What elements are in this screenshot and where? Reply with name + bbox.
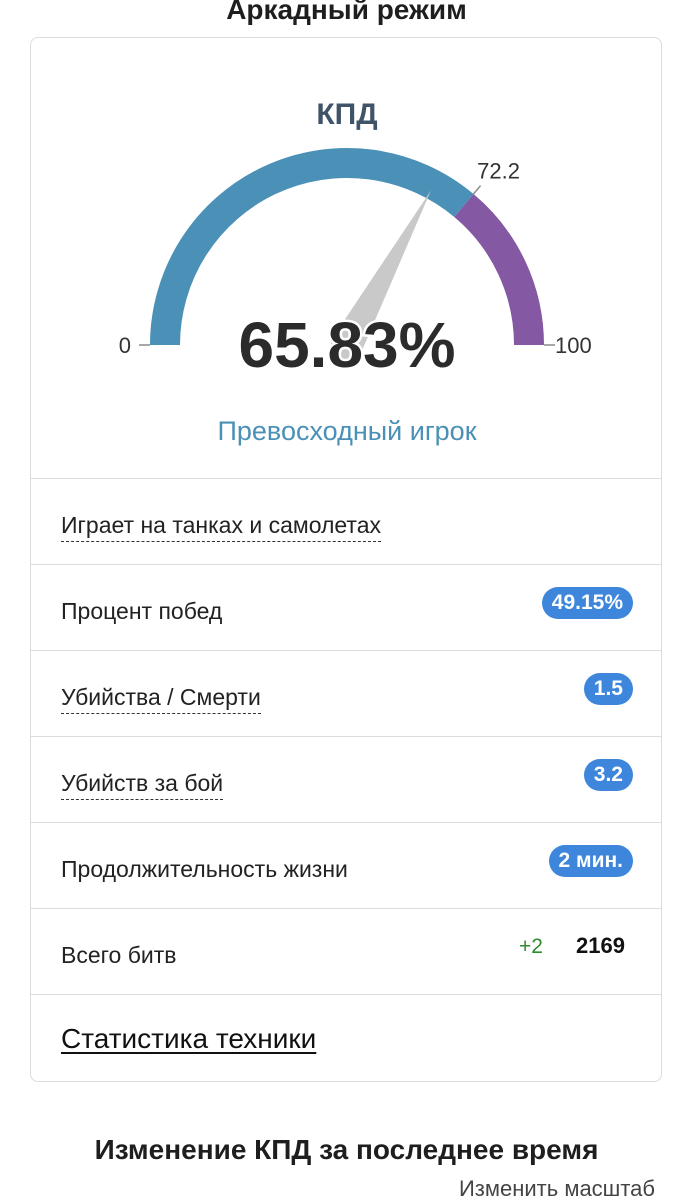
efficiency-card: КПД 72.2 0 100 65.83% Превосходный игрок…: [30, 37, 662, 1082]
efficiency-gauge: КПД 72.2 0 100 65.83% Превосходный игрок: [31, 38, 661, 478]
lifespan-row: Продолжительность жизни 2 мин.: [31, 822, 661, 908]
battles-total: 2169: [576, 933, 625, 958]
gauge-value: 65.83%: [238, 309, 455, 381]
change-scale-link[interactable]: Изменить масштаб: [458, 1176, 655, 1200]
battles-label: Всего битв: [61, 942, 177, 968]
kd-row[interactable]: Убийства / Смерти 1.5: [31, 650, 661, 736]
winrate-label: Процент побед: [61, 598, 223, 624]
kd-label[interactable]: Убийства / Смерти: [61, 683, 261, 714]
gauge-needle: [331, 190, 431, 361]
gauge-arc-low: [150, 148, 474, 346]
kills-per-battle-badge: 3.2: [583, 759, 633, 791]
plays-label[interactable]: Играет на танках и самолетах: [61, 511, 382, 542]
lifespan-badge: 2 мин.: [548, 845, 633, 877]
gauge-threshold-tick: [472, 185, 482, 195]
plays-row[interactable]: Играет на танках и самолетах: [31, 478, 661, 564]
winrate-badge: 49.15%: [541, 587, 633, 619]
rating-text: Превосходный игрок: [217, 416, 477, 446]
kills-per-battle-label[interactable]: Убийств за бой: [61, 769, 224, 800]
gauge-max-label: 100: [555, 333, 592, 358]
gauge-threshold-label: 72.2: [477, 159, 520, 184]
vehicle-stats-link[interactable]: Статистика техники: [61, 1023, 317, 1054]
winrate-row: Процент побед 49.15%: [31, 564, 661, 650]
page-title: Аркадный режим: [226, 0, 467, 25]
battles-delta: +2: [519, 935, 543, 958]
gauge-min-label: 0: [119, 333, 131, 358]
vehicle-stats-row[interactable]: Статистика техники: [31, 994, 661, 1081]
recent-efficiency-title: Изменение КПД за последнее время: [94, 1134, 599, 1165]
gauge-title: КПД: [316, 98, 378, 131]
gauge-graphic: 72.2 0 100 65.83%: [119, 148, 592, 384]
kd-badge: 1.5: [583, 673, 633, 705]
gauge-arc-high: [454, 194, 544, 346]
kills-per-battle-row[interactable]: Убийств за бой 3.2: [31, 736, 661, 822]
battles-row: Всего битв +2 2169: [31, 908, 661, 994]
lifespan-label: Продолжительность жизни: [61, 856, 348, 882]
